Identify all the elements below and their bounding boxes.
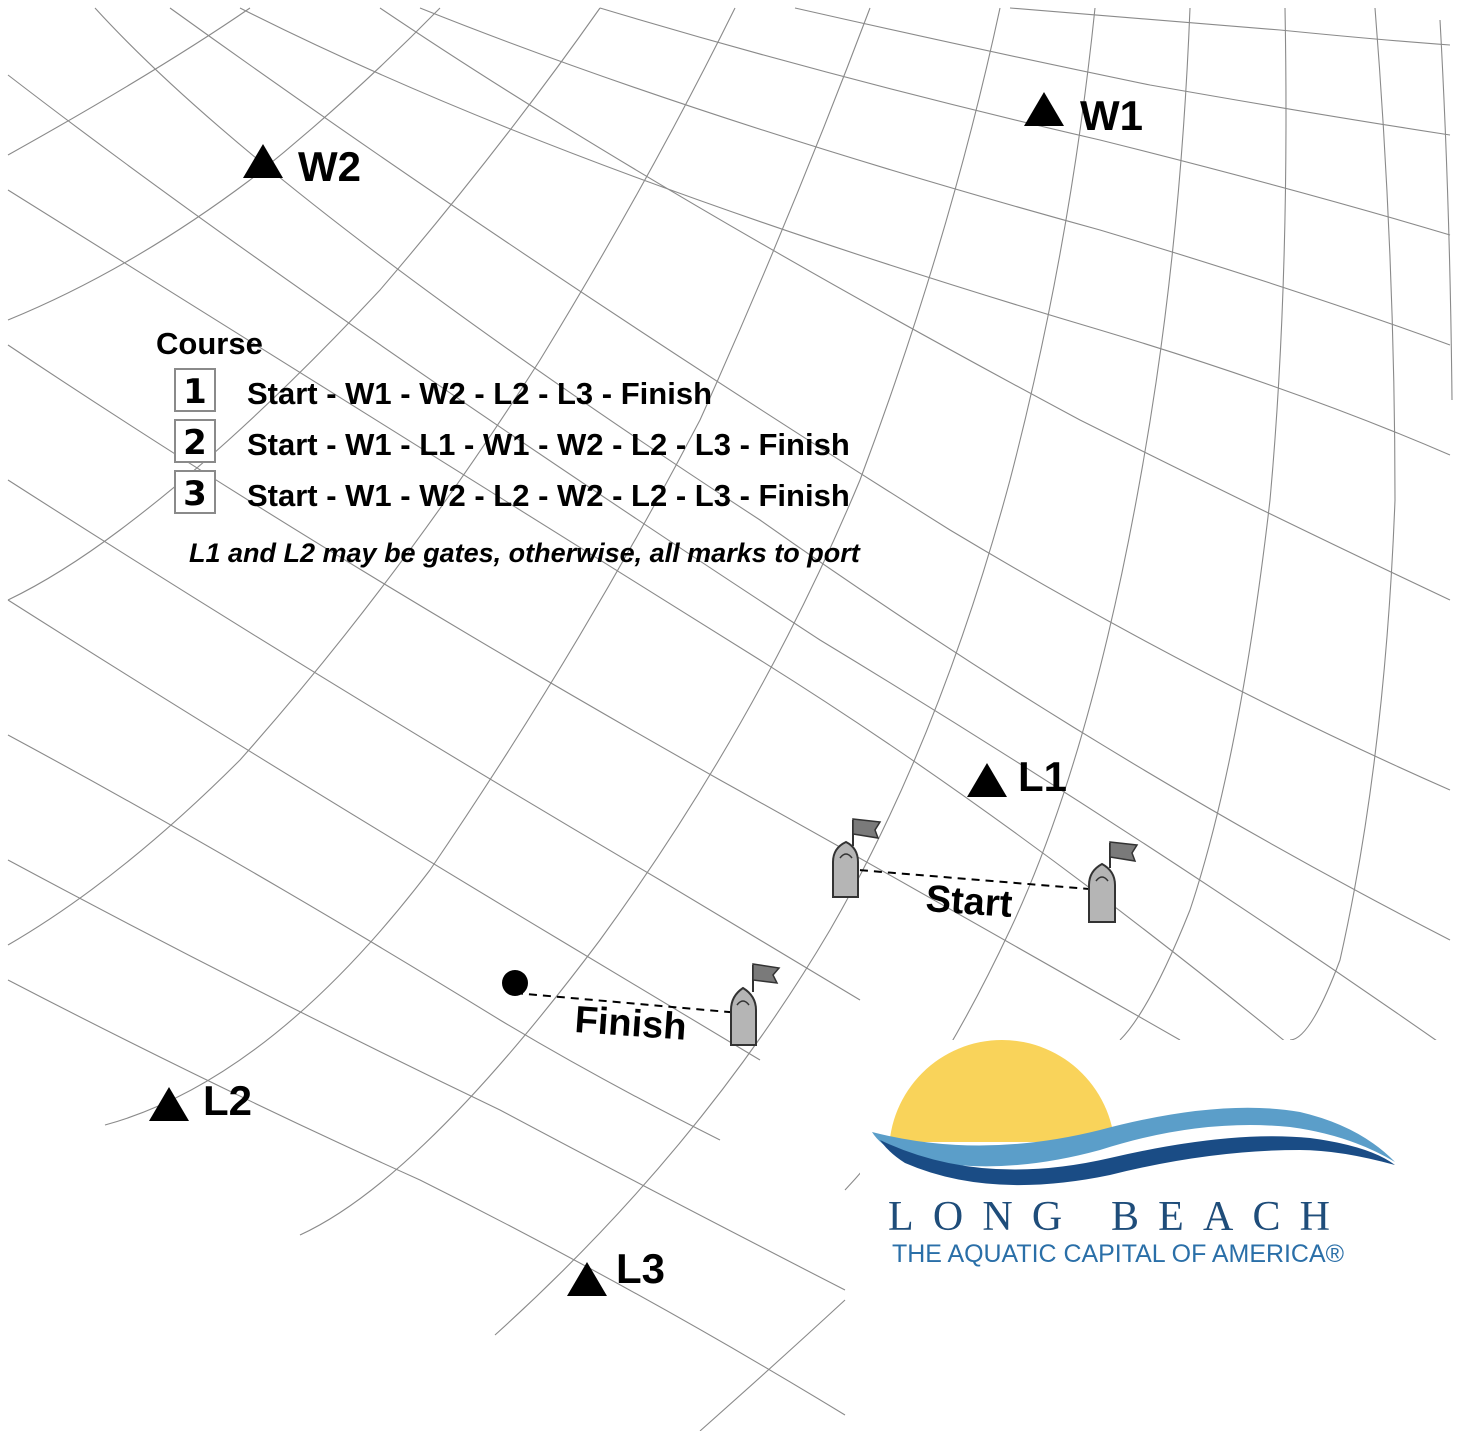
course-2-box [174, 419, 216, 463]
mark-w2-label: W2 [298, 143, 361, 190]
mark-l3-triangle-icon [567, 1262, 607, 1296]
mark-w1: W1 [1024, 92, 1143, 139]
course-1-route: Start - W1 - W2 - L2 - L3 - Finish [247, 376, 712, 411]
course-2-route: Start - W1 - L1 - W1 - W2 - L2 - L3 - Fi… [247, 427, 850, 462]
wave-dark-icon [880, 1136, 1395, 1186]
mark-w1-triangle-icon [1024, 92, 1064, 126]
start-boat-left-icon [832, 818, 882, 898]
course-2-number: 2 [183, 423, 207, 463]
course-heading: Course [156, 326, 263, 361]
mark-l3: L3 [567, 1245, 665, 1296]
mark-l1-label: L1 [1018, 753, 1067, 800]
mark-l2-label: L2 [203, 1077, 252, 1124]
mark-w2: W2 [243, 143, 361, 190]
start-label: Start [924, 878, 1014, 926]
course-note: L1 and L2 may be gates, otherwise, all m… [189, 538, 861, 568]
finish-pin-icon [502, 970, 528, 996]
mark-l2-triangle-icon [149, 1087, 189, 1121]
mark-w2-triangle-icon [243, 144, 283, 178]
logo-subtitle: THE AQUATIC CAPITAL OF AMERICA® [892, 1240, 1345, 1268]
course-legend: Course 1 Start - W1 - W2 - L2 - L3 - Fin… [156, 326, 861, 568]
sun-icon [889, 1040, 1115, 1142]
course-1-box [174, 368, 216, 412]
course-3-number: 3 [183, 474, 207, 514]
chart-grid [7, 7, 1453, 1431]
start-line [845, 868, 1102, 891]
mark-l1: L1 [967, 753, 1067, 800]
mark-l3-label: L3 [616, 1245, 665, 1292]
finish-line-group: Finish [502, 963, 781, 1049]
course-1-number: 1 [183, 372, 207, 412]
finish-line [514, 992, 741, 1014]
wave-light-icon [872, 1107, 1395, 1167]
mark-w1-label: W1 [1080, 92, 1143, 139]
finish-boat-icon [730, 963, 781, 1046]
mark-l1-triangle-icon [967, 763, 1007, 797]
mark-l2: L2 [149, 1077, 252, 1124]
start-boat-right-icon [1088, 841, 1139, 923]
finish-label: Finish [573, 999, 688, 1049]
start-line-group: Start [832, 818, 1139, 926]
course-3-route: Start - W1 - W2 - L2 - W2 - L2 - L3 - Fi… [247, 478, 850, 513]
course-3-box [174, 470, 216, 514]
